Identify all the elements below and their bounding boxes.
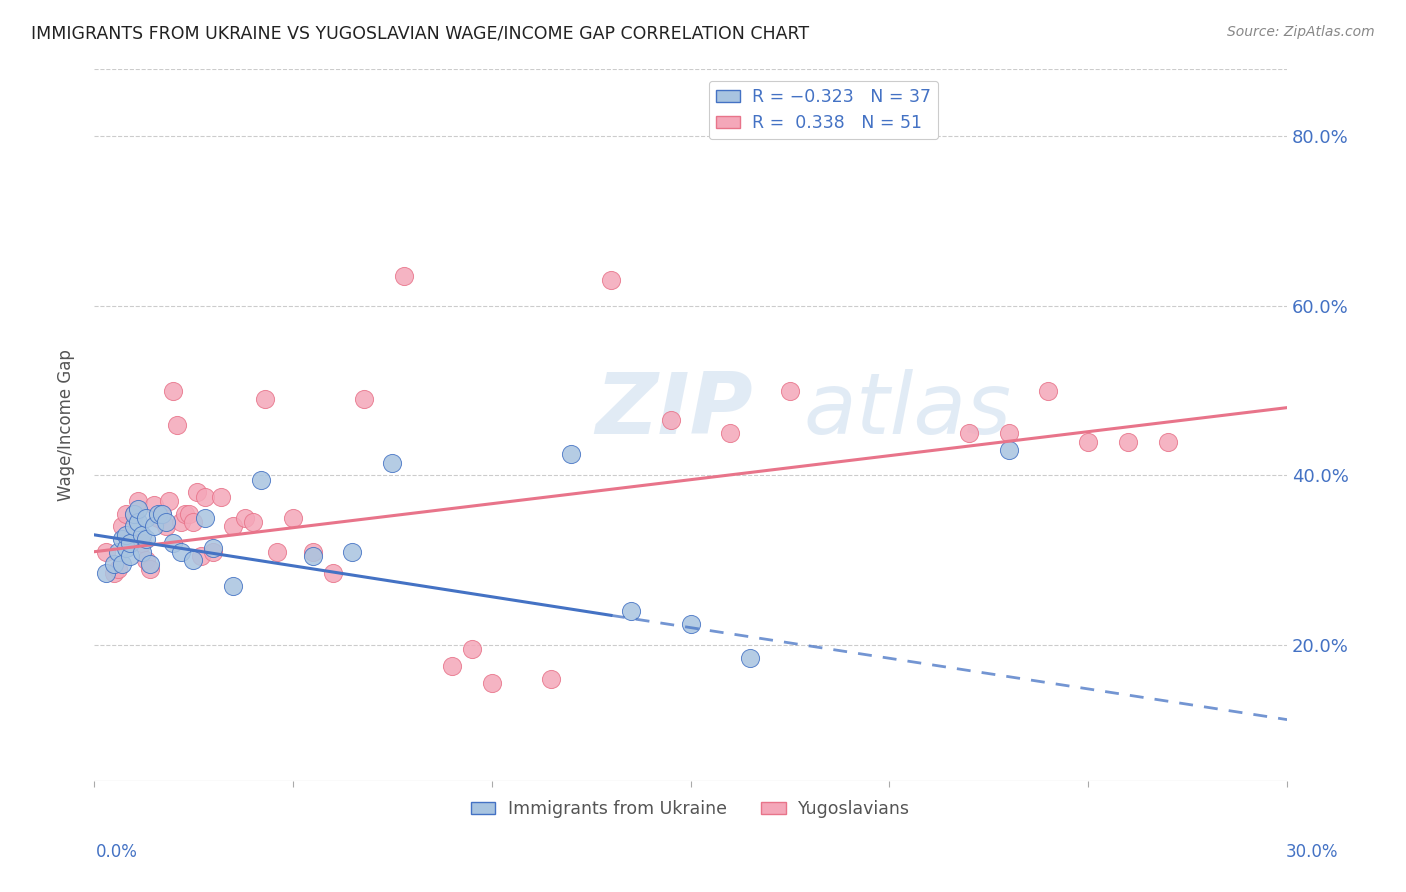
Point: [118, 536, 141, 550]
Point: [111, 532, 134, 546]
Point: [170, 515, 193, 529]
Point: [118, 532, 141, 546]
Point: [159, 494, 181, 508]
Point: [1038, 384, 1060, 398]
Point: [540, 672, 562, 686]
Point: [103, 566, 125, 580]
Point: [114, 507, 136, 521]
Point: [600, 273, 623, 287]
Point: [122, 507, 145, 521]
Point: [179, 507, 201, 521]
Point: [342, 545, 364, 559]
Point: [155, 515, 177, 529]
Point: [94, 545, 117, 559]
Point: [1077, 434, 1099, 449]
Point: [94, 566, 117, 580]
Point: [103, 558, 125, 572]
Point: [107, 545, 129, 559]
Point: [250, 473, 273, 487]
Point: [253, 392, 276, 406]
Point: [1157, 434, 1180, 449]
Point: [122, 519, 145, 533]
Point: [679, 616, 702, 631]
Point: [194, 490, 217, 504]
Legend: Immigrants from Ukraine, Yugoslavians: Immigrants from Ukraine, Yugoslavians: [464, 794, 917, 825]
Point: [233, 511, 256, 525]
Point: [718, 425, 741, 440]
Point: [242, 515, 264, 529]
Point: [222, 519, 245, 533]
Point: [202, 545, 225, 559]
Point: [107, 562, 129, 576]
Point: [183, 553, 205, 567]
Point: [322, 566, 344, 580]
Point: [183, 515, 205, 529]
Text: 30.0%: 30.0%: [1286, 843, 1339, 861]
Point: [186, 485, 208, 500]
Point: [659, 413, 682, 427]
Point: [131, 536, 153, 550]
Text: IMMIGRANTS FROM UKRAINE VS YUGOSLAVIAN WAGE/INCOME GAP CORRELATION CHART: IMMIGRANTS FROM UKRAINE VS YUGOSLAVIAN W…: [31, 25, 808, 43]
Point: [146, 507, 169, 521]
Point: [281, 511, 304, 525]
Point: [111, 558, 134, 572]
Point: [135, 532, 157, 546]
Point: [779, 384, 801, 398]
Point: [111, 519, 134, 533]
Text: Source: ZipAtlas.com: Source: ZipAtlas.com: [1227, 25, 1375, 39]
Point: [740, 650, 762, 665]
Point: [142, 519, 165, 533]
Text: 0.0%: 0.0%: [96, 843, 138, 861]
Point: [114, 528, 136, 542]
Point: [127, 494, 149, 508]
Point: [170, 545, 193, 559]
Point: [301, 549, 323, 563]
Point: [190, 549, 212, 563]
Point: [194, 511, 217, 525]
Point: [150, 507, 173, 521]
Point: [166, 417, 188, 432]
Point: [142, 498, 165, 512]
Y-axis label: Wage/Income Gap: Wage/Income Gap: [58, 349, 75, 500]
Point: [155, 519, 177, 533]
Point: [997, 425, 1019, 440]
Point: [997, 443, 1019, 458]
Point: [222, 579, 245, 593]
Text: ZIP: ZIP: [595, 368, 752, 452]
Point: [146, 511, 169, 525]
Point: [138, 562, 160, 576]
Point: [114, 541, 136, 555]
Point: [127, 515, 149, 529]
Point: [461, 642, 484, 657]
Point: [162, 536, 184, 550]
Point: [209, 490, 232, 504]
Point: [202, 541, 225, 555]
Point: [138, 558, 160, 572]
Point: [560, 447, 582, 461]
Point: [118, 549, 141, 563]
Point: [135, 511, 157, 525]
Point: [440, 659, 463, 673]
Point: [131, 545, 153, 559]
Point: [150, 507, 173, 521]
Point: [131, 528, 153, 542]
Point: [266, 545, 288, 559]
Point: [957, 425, 980, 440]
Point: [381, 456, 404, 470]
Point: [481, 676, 503, 690]
Point: [392, 269, 415, 284]
Point: [353, 392, 375, 406]
Point: [174, 507, 197, 521]
Point: [135, 553, 157, 567]
Point: [620, 604, 643, 618]
Point: [1116, 434, 1139, 449]
Point: [162, 384, 184, 398]
Point: [127, 502, 149, 516]
Text: atlas: atlas: [804, 368, 1012, 452]
Point: [301, 545, 323, 559]
Point: [122, 507, 145, 521]
